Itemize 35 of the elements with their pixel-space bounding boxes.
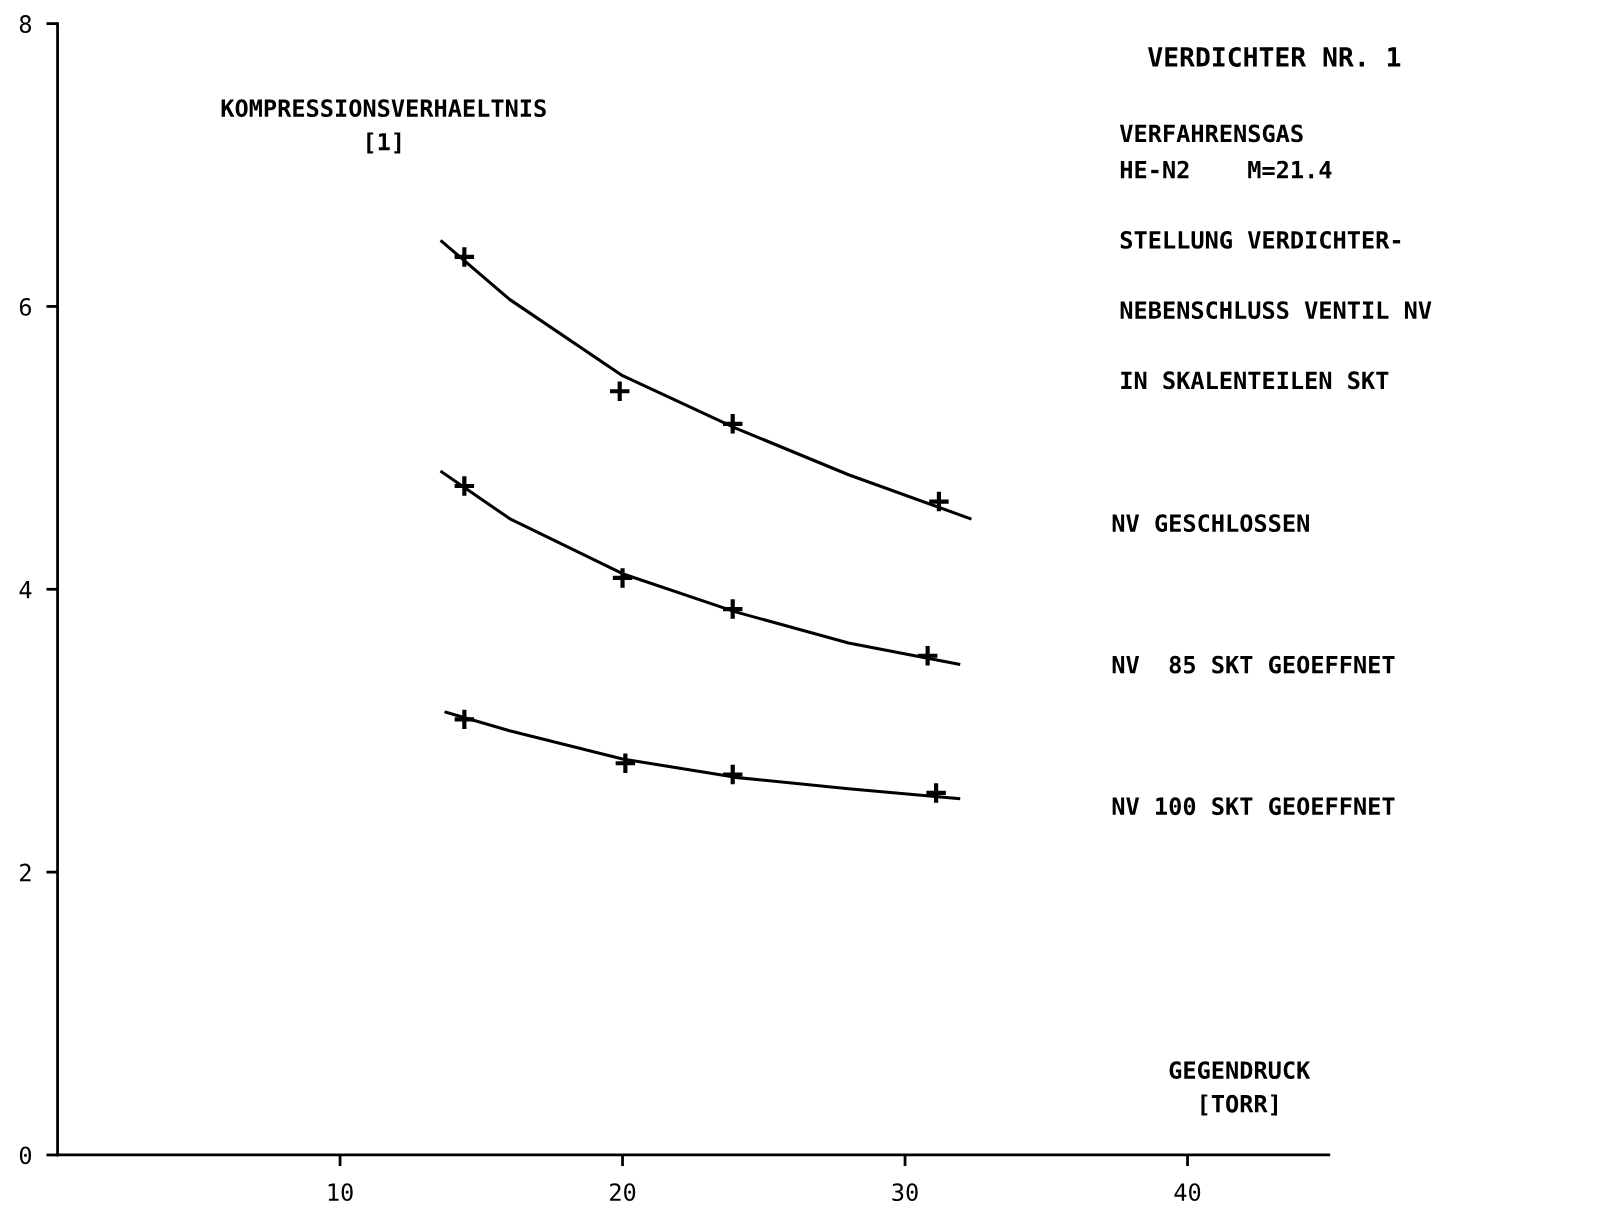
y-axis-title: KOMPRESSIONSVERHAELTNIS [1] [221,99,546,154]
annotation: HE-N2 M=21.4 [1120,160,1332,179]
point [927,489,951,514]
point [720,597,745,621]
point [924,781,948,805]
point [607,379,632,404]
annotation: NV 85 SKT GEOEFFNET [1112,655,1395,674]
annotation: STELLUNG VERDICHTER- [1120,230,1401,249]
point [613,751,638,776]
line-series [444,710,961,801]
y-tick-label: 2 [20,863,31,882]
point [720,412,745,436]
text: VERDICHTER NR. 1 [1148,46,1401,67]
annotation: NV 100 SKT GEOEFFNET [1112,797,1395,816]
y-tick-label: 0 [19,1146,32,1165]
x-axis-title: GEGENDRUCK [TORR] [1169,1061,1311,1116]
annotation: IN SKALENTEILEN SKT [1121,371,1389,390]
point [915,643,940,668]
point [720,762,745,787]
point [452,474,477,498]
y-tick-label: 4 [19,581,32,599]
line-series [440,470,961,666]
annotation: NV GESCHLOSSEN [1112,514,1309,532]
point [452,707,477,732]
point [610,566,635,590]
x-tick-label: 40 [1174,1183,1201,1202]
y-tick-label: 6 [19,297,32,316]
x-tick-label: 20 [610,1183,636,1202]
y-tick-label: 8 [19,15,32,33]
point [452,245,477,269]
annotation: NEBENSCHLUSS VENTIL NV [1120,301,1432,320]
line-series [440,239,972,521]
x-tick-label: 30 [892,1183,918,1202]
annotation: VERFAHRENSGAS [1119,124,1303,143]
x-tick-label: 10 [328,1183,353,1202]
